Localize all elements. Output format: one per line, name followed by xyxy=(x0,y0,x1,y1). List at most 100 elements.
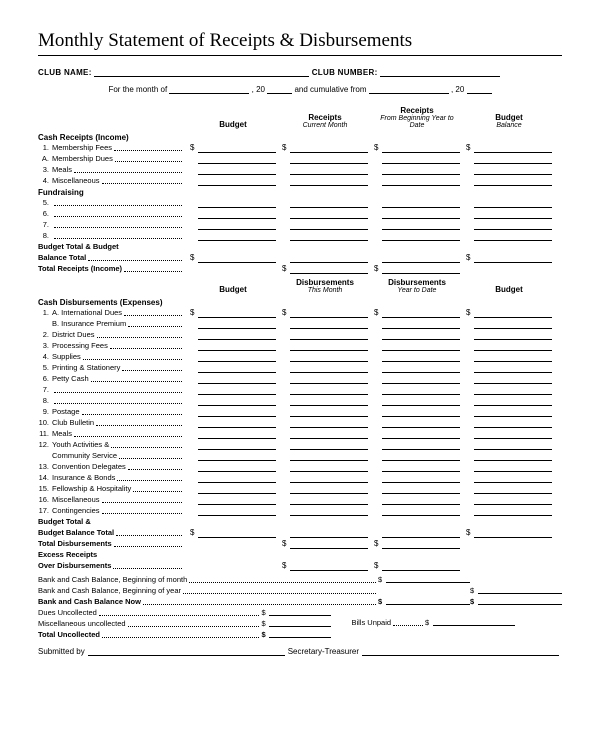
amount-blank[interactable] xyxy=(382,310,460,318)
tot-rec-c3[interactable] xyxy=(382,266,460,274)
od-c3[interactable] xyxy=(382,563,460,571)
bal-total-c4[interactable] xyxy=(474,255,552,263)
amount-blank[interactable] xyxy=(382,332,460,340)
bal-total-c3[interactable] xyxy=(382,255,460,263)
amount-blank[interactable] xyxy=(382,464,460,472)
amount-blank[interactable] xyxy=(474,332,552,340)
amount-blank[interactable] xyxy=(198,453,276,461)
amount-blank[interactable] xyxy=(198,398,276,406)
amount-blank[interactable] xyxy=(290,376,368,384)
amount-blank[interactable] xyxy=(290,310,368,318)
disb-bt-c2[interactable] xyxy=(290,530,368,538)
amount-blank[interactable] xyxy=(382,222,460,230)
amount-blank[interactable] xyxy=(198,508,276,516)
amount-blank[interactable] xyxy=(198,156,276,164)
amount-blank[interactable] xyxy=(474,486,552,494)
amount-blank[interactable] xyxy=(382,343,460,351)
amount-blank[interactable] xyxy=(382,167,460,175)
club-number-blank[interactable] xyxy=(380,76,500,77)
amount-blank[interactable] xyxy=(382,365,460,373)
amount-blank[interactable] xyxy=(198,321,276,329)
amount-blank[interactable] xyxy=(198,387,276,395)
amount-blank[interactable] xyxy=(198,409,276,417)
misc-uncol-amt[interactable] xyxy=(269,619,331,627)
amount-blank[interactable] xyxy=(290,145,368,153)
amount-blank[interactable] xyxy=(290,321,368,329)
amount-blank[interactable] xyxy=(198,497,276,505)
amount-blank[interactable] xyxy=(290,497,368,505)
amount-blank[interactable] xyxy=(474,508,552,516)
amount-blank[interactable] xyxy=(382,156,460,164)
amount-blank[interactable] xyxy=(198,310,276,318)
amount-blank[interactable] xyxy=(290,222,368,230)
amount-blank[interactable] xyxy=(474,442,552,450)
amount-blank[interactable] xyxy=(382,354,460,362)
month-blank[interactable] xyxy=(169,93,249,94)
year2-blank[interactable] xyxy=(467,93,492,94)
amount-blank[interactable] xyxy=(474,310,552,318)
amount-blank[interactable] xyxy=(290,332,368,340)
amount-blank[interactable] xyxy=(290,475,368,483)
amount-blank[interactable] xyxy=(290,343,368,351)
amount-blank[interactable] xyxy=(198,376,276,384)
amount-blank[interactable] xyxy=(198,332,276,340)
amount-blank[interactable] xyxy=(290,156,368,164)
amount-blank[interactable] xyxy=(198,167,276,175)
club-name-blank[interactable] xyxy=(94,76,309,77)
bcb-month-amt[interactable] xyxy=(386,575,470,583)
amount-blank[interactable] xyxy=(198,178,276,186)
amount-blank[interactable] xyxy=(382,431,460,439)
amount-blank[interactable] xyxy=(382,211,460,219)
amount-blank[interactable] xyxy=(198,354,276,362)
amount-blank[interactable] xyxy=(198,486,276,494)
amount-blank[interactable] xyxy=(198,200,276,208)
amount-blank[interactable] xyxy=(382,486,460,494)
amount-blank[interactable] xyxy=(290,211,368,219)
amount-blank[interactable] xyxy=(198,464,276,472)
amount-blank[interactable] xyxy=(474,178,552,186)
amount-blank[interactable] xyxy=(474,145,552,153)
amount-blank[interactable] xyxy=(198,475,276,483)
amount-blank[interactable] xyxy=(198,343,276,351)
amount-blank[interactable] xyxy=(474,497,552,505)
dues-uncol-amt[interactable] xyxy=(269,608,331,616)
amount-blank[interactable] xyxy=(290,431,368,439)
amount-blank[interactable] xyxy=(382,376,460,384)
amount-blank[interactable] xyxy=(382,420,460,428)
amount-blank[interactable] xyxy=(474,475,552,483)
amount-blank[interactable] xyxy=(198,420,276,428)
amount-blank[interactable] xyxy=(198,211,276,219)
bcb-now-amt2[interactable] xyxy=(478,597,562,605)
amount-blank[interactable] xyxy=(382,200,460,208)
amount-blank[interactable] xyxy=(474,222,552,230)
amount-blank[interactable] xyxy=(474,376,552,384)
amount-blank[interactable] xyxy=(382,508,460,516)
amount-blank[interactable] xyxy=(474,453,552,461)
bcb-now-amt1[interactable] xyxy=(386,597,470,605)
amount-blank[interactable] xyxy=(474,343,552,351)
amount-blank[interactable] xyxy=(290,354,368,362)
amount-blank[interactable] xyxy=(198,365,276,373)
od-c2[interactable] xyxy=(290,563,368,571)
amount-blank[interactable] xyxy=(474,409,552,417)
amount-blank[interactable] xyxy=(198,233,276,241)
amount-blank[interactable] xyxy=(474,398,552,406)
amount-blank[interactable] xyxy=(382,178,460,186)
amount-blank[interactable] xyxy=(382,453,460,461)
amount-blank[interactable] xyxy=(382,145,460,153)
amount-blank[interactable] xyxy=(382,409,460,417)
submitted-by-blank[interactable] xyxy=(88,647,285,656)
amount-blank[interactable] xyxy=(474,365,552,373)
amount-blank[interactable] xyxy=(290,233,368,241)
td-c3[interactable] xyxy=(382,541,460,549)
amount-blank[interactable] xyxy=(290,508,368,516)
amount-blank[interactable] xyxy=(382,387,460,395)
amount-blank[interactable] xyxy=(290,167,368,175)
amount-blank[interactable] xyxy=(382,475,460,483)
amount-blank[interactable] xyxy=(474,167,552,175)
amount-blank[interactable] xyxy=(474,431,552,439)
amount-blank[interactable] xyxy=(290,453,368,461)
amount-blank[interactable] xyxy=(290,420,368,428)
amount-blank[interactable] xyxy=(382,398,460,406)
amount-blank[interactable] xyxy=(474,354,552,362)
